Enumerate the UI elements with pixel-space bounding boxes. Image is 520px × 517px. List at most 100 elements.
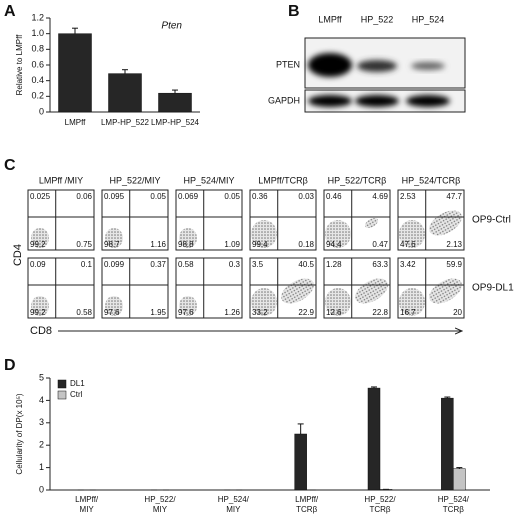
bar bbox=[108, 73, 142, 113]
density bbox=[31, 296, 49, 316]
blot: LMPff HP_522 HP_524 PTEN GAPDH bbox=[268, 14, 466, 113]
bar bbox=[58, 33, 92, 113]
row-label: PTEN bbox=[276, 59, 300, 69]
band bbox=[357, 60, 397, 72]
quadrant-value: 0.05 bbox=[150, 192, 166, 201]
row-label: GAPDH bbox=[268, 95, 300, 105]
x-tick-label: HP_522/ bbox=[364, 495, 396, 504]
bar bbox=[294, 433, 307, 491]
lane-label: HP_524 bbox=[412, 14, 445, 24]
density bbox=[399, 288, 425, 316]
quadrant-value: 0.18 bbox=[298, 240, 314, 249]
quadrant-value: 0.095 bbox=[104, 192, 125, 201]
column-header: HP_522/TCRβ bbox=[328, 175, 387, 185]
bar bbox=[367, 387, 381, 491]
quadrant-value: 1.16 bbox=[150, 240, 166, 249]
quadrant-value: 94.4 bbox=[326, 240, 342, 249]
axis-label: CD8 bbox=[30, 325, 52, 337]
legend-label: Ctrl bbox=[70, 390, 83, 399]
quadrant-value: 2.53 bbox=[400, 192, 416, 201]
legend-swatch bbox=[57, 379, 67, 389]
quadrant-value: 3.42 bbox=[400, 260, 416, 269]
quadrant-value: 0.06 bbox=[76, 192, 92, 201]
quadrant-value: 22.8 bbox=[372, 308, 388, 317]
x-tick-label: HP_524/ bbox=[438, 495, 470, 504]
y-tick-label: 1 bbox=[39, 462, 44, 472]
y-tick-label: 0.2 bbox=[31, 91, 44, 101]
quadrant-value: 1.95 bbox=[150, 308, 166, 317]
bar bbox=[453, 468, 466, 491]
quadrant-value: 16.7 bbox=[400, 308, 416, 317]
x-tick-label: TCRβ bbox=[369, 505, 390, 514]
x-tick-label: LMP-HP_524 bbox=[151, 118, 200, 127]
quadrant-value: 33.2 bbox=[252, 308, 268, 317]
density bbox=[179, 228, 197, 248]
quadrant-value: 3.5 bbox=[252, 260, 264, 269]
quadrant-value: 1.09 bbox=[224, 240, 240, 249]
quadrant-value: 59.9 bbox=[446, 260, 462, 269]
x-tick-label: LMPff/ bbox=[75, 495, 99, 504]
row-label: OP9-Ctrl bbox=[472, 215, 511, 226]
column-header: LMPff /MIY bbox=[39, 175, 83, 185]
column-header: HP_524/MIY bbox=[183, 175, 234, 185]
quadrant-value: 20 bbox=[453, 308, 462, 317]
quadrant-value: 0.09 bbox=[30, 260, 46, 269]
quadrant-value: 0.36 bbox=[252, 192, 268, 201]
y-axis-label: Relative to LMPff bbox=[15, 34, 24, 96]
plot-frame bbox=[101, 189, 169, 251]
quadrant-value: 0.37 bbox=[150, 260, 166, 269]
x-tick-label: TCRβ bbox=[296, 505, 317, 514]
quadrant-value: 0.05 bbox=[224, 192, 240, 201]
quadrant-value: 97.6 bbox=[104, 308, 120, 317]
quadrant-value: 12.6 bbox=[326, 308, 342, 317]
density bbox=[31, 228, 49, 248]
column-header: HP_522/MIY bbox=[109, 175, 160, 185]
x-tick-label: HP_524/ bbox=[218, 495, 250, 504]
y-tick-label: 0.6 bbox=[31, 59, 44, 69]
quadrant-value: 63.3 bbox=[372, 260, 388, 269]
quadrant-value: 0.025 bbox=[30, 192, 51, 201]
quadrant-value: 0.069 bbox=[178, 192, 199, 201]
x-tick-label: LMPff/ bbox=[295, 495, 319, 504]
x-tick-label: MIY bbox=[226, 505, 241, 514]
density bbox=[251, 220, 277, 248]
column-header: HP_524/TCRβ bbox=[402, 175, 461, 185]
bar bbox=[441, 397, 454, 491]
quadrant-value: 2.13 bbox=[446, 240, 462, 249]
quadrant-value: 0.099 bbox=[104, 260, 125, 269]
band bbox=[308, 95, 352, 107]
quadrant-value: 1.28 bbox=[326, 260, 342, 269]
quadrant-value: 99.4 bbox=[252, 240, 268, 249]
y-tick-label: 0.4 bbox=[31, 75, 44, 85]
axis-label: CD4 bbox=[12, 244, 24, 266]
y-tick-label: 2 bbox=[39, 440, 44, 450]
y-tick-label: 0 bbox=[39, 106, 44, 116]
lane-label: HP_522 bbox=[361, 14, 394, 24]
quadrant-value: 0.1 bbox=[81, 260, 93, 269]
x-tick-label: LMPff bbox=[65, 118, 87, 127]
density bbox=[251, 288, 277, 316]
x-tick-label: HP_522/ bbox=[144, 495, 176, 504]
quadrant-value: 99.2 bbox=[30, 240, 46, 249]
annotation: Pten bbox=[161, 21, 182, 32]
quadrant-value: 40.5 bbox=[298, 260, 314, 269]
column-header: LMPff/TCRβ bbox=[258, 175, 308, 185]
y-tick-label: 1.2 bbox=[31, 12, 44, 22]
y-tick-label: 1.0 bbox=[31, 28, 44, 38]
legend-label: DL1 bbox=[70, 379, 85, 388]
band bbox=[406, 95, 450, 107]
quadrant-value: 4.69 bbox=[372, 192, 388, 201]
y-tick-label: 4 bbox=[39, 395, 44, 405]
quadrant-value: 0.3 bbox=[229, 260, 241, 269]
quadrant-value: 0.58 bbox=[178, 260, 194, 269]
quadrant-value: 98.7 bbox=[104, 240, 120, 249]
panel-letter: C bbox=[4, 157, 16, 174]
quadrant-value: 47.7 bbox=[446, 192, 462, 201]
x-tick-label: MIY bbox=[80, 505, 95, 514]
bar bbox=[158, 92, 192, 113]
quadrant-value: 1.26 bbox=[224, 308, 240, 317]
lane-label: LMPff bbox=[318, 14, 342, 24]
x-tick-label: TCRβ bbox=[443, 505, 464, 514]
y-tick-label: 3 bbox=[39, 417, 44, 427]
